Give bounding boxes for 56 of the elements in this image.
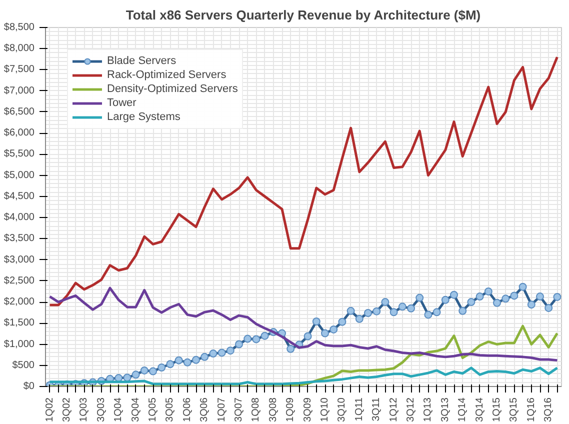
- x-tick-label: 3Q03: [96, 397, 107, 422]
- chart-title: Total x86 Servers Quarterly Revenue by Architecture ($M): [126, 8, 481, 22]
- legend-label: Blade Servers: [107, 54, 176, 68]
- x-tick-label: 1Q13: [422, 397, 434, 422]
- x-tick-label: 3Q10: [336, 397, 348, 422]
- x-tick-label: 1Q14: [457, 397, 468, 422]
- y-tick-label: $6,500: [4, 106, 35, 118]
- x-tick-label: 3Q11: [371, 397, 382, 422]
- y-tick-label: $500: [12, 360, 35, 371]
- y-tick-label: $6,000: [4, 128, 35, 139]
- x-tick-label: 3Q16: [543, 397, 554, 422]
- line-series: [48, 286, 558, 362]
- x-tick-label: 1Q08: [250, 397, 262, 422]
- legend-label: Tower: [107, 96, 136, 110]
- x-tick-label: 3Q04: [130, 397, 142, 422]
- x-tick-label: 1Q06: [182, 397, 193, 422]
- x-tick-label: 3Q13: [440, 397, 451, 422]
- y-tick-label: $8,500: [4, 22, 35, 33]
- x-tick-label: 1Q15: [492, 397, 502, 422]
- x-tick-label: 3Q06: [199, 397, 210, 422]
- y-tick-label: $3,000: [4, 254, 35, 266]
- x-tick-label: 1Q05: [148, 397, 158, 422]
- x-tick-label: 1Q07: [216, 397, 228, 422]
- legend-label: Rack-Optimized Servers: [107, 68, 226, 82]
- y-tick-label: $3,500: [4, 233, 35, 244]
- x-tick-label: 1Q11: [354, 397, 365, 422]
- x-tick-label: 3Q09: [302, 397, 314, 422]
- x-tick-label: 3Q08: [268, 397, 279, 422]
- y-tick-label: $2,000: [4, 296, 35, 308]
- y-tick-label: $5,500: [4, 148, 35, 160]
- x-tick-label: 1Q12: [388, 397, 400, 422]
- y-tick-label: $8,000: [4, 43, 35, 54]
- x-tick-label: 1Q03: [78, 397, 90, 422]
- y-tick-label: $1,500: [4, 318, 35, 329]
- y-tick-label: $4,000: [4, 212, 35, 224]
- y-tick-label: $5,000: [4, 170, 35, 181]
- x-tick-label: 3Q05: [164, 397, 176, 422]
- y-tick-label: $7,000: [4, 85, 35, 96]
- legend-label: Density-Optimized Servers: [107, 82, 238, 96]
- line-series: [48, 56, 558, 306]
- y-tick-label: $1,000: [4, 338, 35, 350]
- y-tick-label: $2,500: [4, 275, 35, 286]
- x-tick-label: 1Q10: [320, 397, 330, 422]
- legend-label: Large Systems: [107, 110, 180, 124]
- x-tick-label: 3Q14: [474, 397, 486, 422]
- x-tick-label: 3Q15: [508, 397, 520, 422]
- y-tick-label: $0: [23, 381, 35, 392]
- x-tick-label: 3Q07: [234, 397, 244, 422]
- x-tick-label: 1Q04: [113, 397, 124, 422]
- y-tick-label: $7,500: [4, 64, 35, 76]
- y-tick-label: $4,500: [4, 190, 35, 202]
- x-tick-label: 3Q02: [62, 397, 72, 422]
- x-tick-label: 1Q02: [44, 397, 56, 422]
- x-tick-label: 3Q12: [406, 397, 416, 422]
- x-tick-label: 1Q16: [526, 397, 537, 422]
- x-tick-label: 1Q09: [285, 397, 296, 422]
